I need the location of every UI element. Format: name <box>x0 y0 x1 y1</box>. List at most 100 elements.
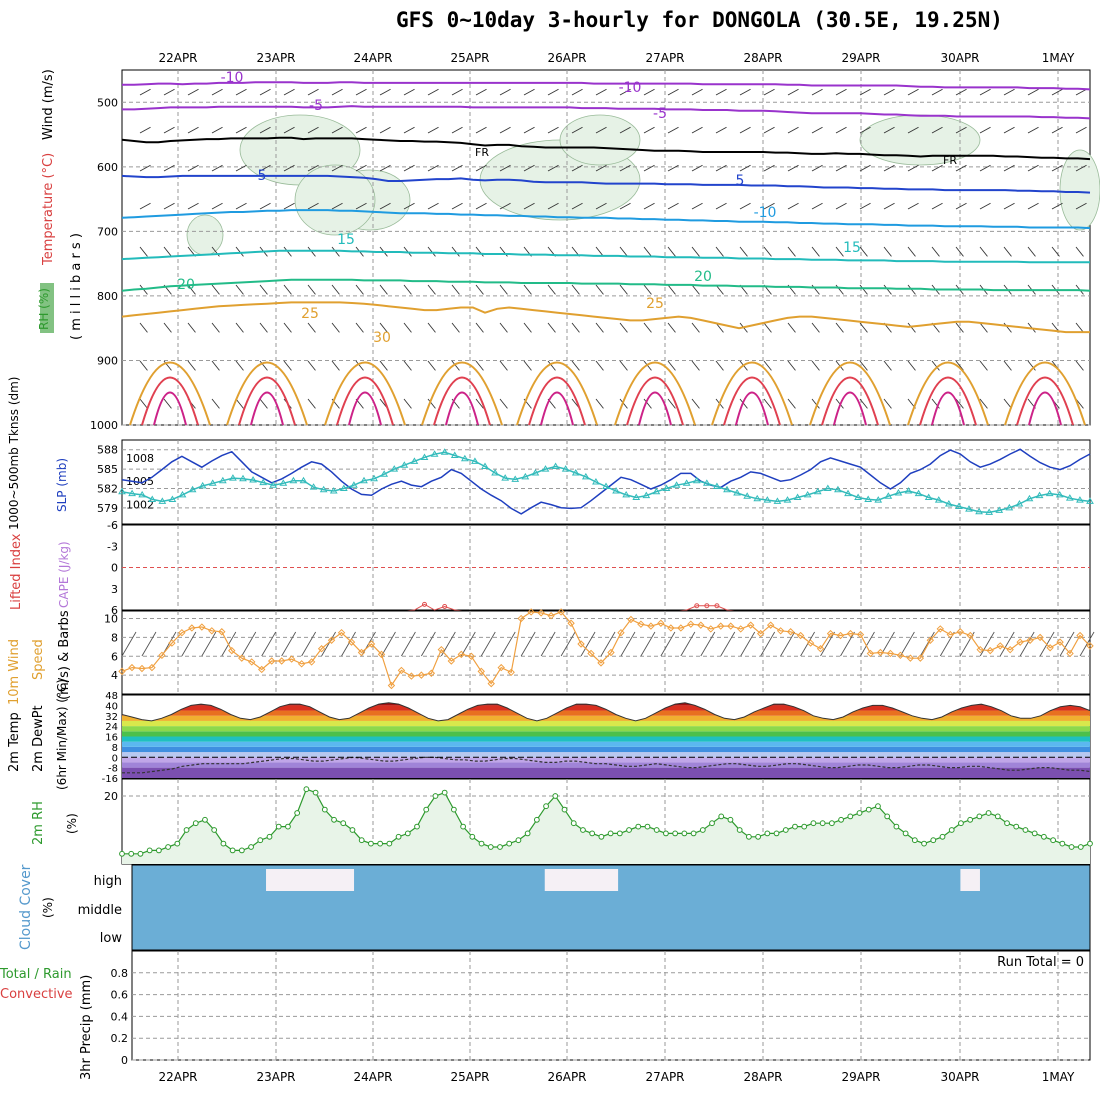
wind10-barb <box>141 631 157 657</box>
wind-barb <box>403 398 412 409</box>
date-label-top: 25APR <box>450 51 489 65</box>
rh-marker <box>580 827 586 833</box>
wind-barb <box>715 164 727 172</box>
wind10-barb <box>620 631 636 657</box>
lifted-marker <box>442 603 448 609</box>
temp-band <box>122 736 1090 742</box>
wind-barb <box>595 88 607 96</box>
thickness-marker <box>390 465 399 472</box>
wind-barb <box>499 164 511 172</box>
date-label-bottom: 28APR <box>743 1070 782 1084</box>
wind-speed-marker <box>776 627 785 635</box>
isotherm-30-loop-7 <box>809 361 891 426</box>
wind-barb <box>955 164 967 172</box>
wind-barb <box>427 398 436 409</box>
wind-speed-marker <box>587 649 595 658</box>
wind-barb <box>523 360 532 371</box>
wind-barb <box>643 322 652 333</box>
wind-barb <box>451 164 463 172</box>
label-pressure-axis: ( m i l l i b a r s ) <box>69 233 84 340</box>
label-cloud-units: (%) <box>41 897 55 918</box>
rh-marker <box>312 789 319 796</box>
thickness-marker <box>612 487 620 494</box>
rh-marker <box>893 823 900 830</box>
wind-barb <box>859 360 868 371</box>
wind-barb <box>523 322 532 333</box>
wind-barb <box>307 322 316 333</box>
rh-shade-5 <box>1059 149 1100 231</box>
wind-barb <box>355 88 367 96</box>
rh-marker <box>819 820 826 827</box>
wind-barb <box>643 246 652 257</box>
wind10-barb <box>520 631 536 657</box>
rh-shade-7 <box>294 164 376 236</box>
thickness-marker <box>370 474 378 482</box>
wind-barb <box>787 398 796 409</box>
wind-barb <box>979 360 988 371</box>
rh-shade-4 <box>859 114 981 166</box>
temp-ytick: 32 <box>105 712 118 723</box>
thickness-marker <box>592 478 600 485</box>
date-label-bottom: 27APR <box>645 1070 684 1084</box>
wind-barb <box>355 126 367 134</box>
rh-marker <box>865 806 872 813</box>
thickness-marker <box>1065 494 1074 501</box>
thickness-ytick: 582 <box>97 482 118 495</box>
wind-barb <box>979 202 991 210</box>
wind-speed-marker <box>178 628 186 637</box>
isotherm-30-loop-3 <box>421 361 503 426</box>
rh-marker <box>404 830 411 837</box>
isotherm-label: 20 <box>177 277 195 293</box>
precip-ytick: 0 <box>121 1054 128 1067</box>
wind-barb <box>715 88 727 96</box>
upper-ytick: 800 <box>97 290 118 303</box>
wind-speed-marker <box>786 628 795 636</box>
wind10-barb <box>321 631 336 657</box>
wind10-barb <box>1019 631 1035 657</box>
wind10-barb <box>900 631 915 657</box>
thickness-marker <box>682 479 691 486</box>
wind-barb <box>475 360 484 371</box>
thickness-marker <box>723 485 731 493</box>
rh-marker <box>460 823 467 830</box>
thickness-marker <box>975 507 983 515</box>
wind-barb <box>427 126 439 134</box>
wind-speed-marker <box>337 628 346 637</box>
rh-marker <box>985 810 992 816</box>
isotherm-5 <box>121 174 1091 194</box>
rh-marker <box>331 816 337 823</box>
wind-barb <box>619 164 631 172</box>
date-label-bottom: 23APR <box>256 1070 295 1084</box>
rh-marker <box>976 813 983 820</box>
thickness-marker <box>259 478 268 486</box>
rh-marker <box>441 789 448 796</box>
wind-barb <box>451 360 460 371</box>
wind10-barb <box>760 631 776 657</box>
label-wind: Wind (m/s) <box>41 69 56 140</box>
isotherm-35-loop-7 <box>821 376 879 426</box>
wind-barb <box>547 360 556 371</box>
rh-marker <box>238 847 245 854</box>
wind-speed-marker <box>577 640 585 648</box>
wind-speed-marker <box>886 649 895 658</box>
wind-speed-marker <box>218 628 226 636</box>
wind-barb <box>139 88 151 96</box>
thickness-marker <box>511 475 520 482</box>
thickness-marker <box>188 485 197 493</box>
wind-barb <box>619 88 631 96</box>
wind-barb <box>259 164 271 172</box>
wind-barb <box>691 164 703 172</box>
wind-barb <box>523 202 535 210</box>
thickness-marker <box>430 450 439 457</box>
rh-marker <box>967 816 974 823</box>
wind-barb <box>259 398 268 409</box>
wind-barb <box>355 284 364 295</box>
wind-barb <box>307 88 319 96</box>
wind-barb <box>139 164 151 172</box>
wind-speed-marker <box>198 623 206 631</box>
rh-marker <box>128 850 135 857</box>
isotherm-35-loop-2 <box>336 376 394 426</box>
wind10-barb <box>420 631 436 657</box>
thickness-marker <box>1025 494 1034 502</box>
date-label-bottom: 1MAY <box>1042 1070 1075 1084</box>
